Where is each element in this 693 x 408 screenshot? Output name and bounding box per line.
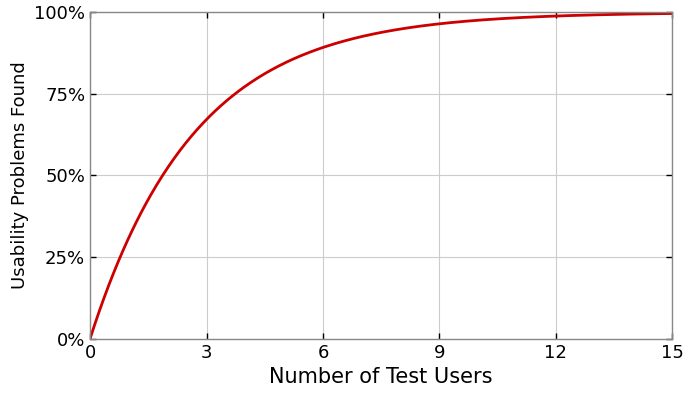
Y-axis label: Usability Problems Found: Usability Problems Found (10, 62, 28, 289)
X-axis label: Number of Test Users: Number of Test Users (270, 367, 493, 387)
